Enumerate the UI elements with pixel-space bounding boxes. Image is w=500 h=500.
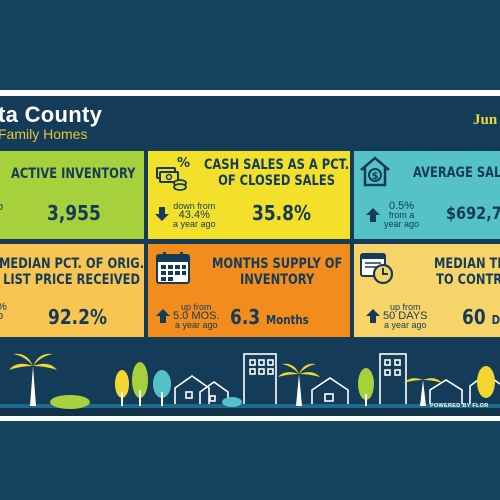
metric-value: 6.3 Months <box>230 305 309 329</box>
metric-value: 60 Da <box>462 305 500 329</box>
tile-months-supply: MONTHS SUPPLY OF INVENTORY up from 5.0 M… <box>148 244 350 337</box>
metric-value: 3,955 <box>47 201 101 225</box>
tile-median-time-to-contract: MEDIAN TIM TO CONTRA up from 50 DAYS a y… <box>354 244 500 337</box>
property-type-subtitle: Family Homes <box>0 126 88 142</box>
tile-label: AVERAGE SALE <box>413 165 500 181</box>
tile-average-sale: $ AVERAGE SALE 0.5% from a year ago $692… <box>354 151 500 239</box>
tile-cash-sales: % CASH SALES AS A PCT. OF CLOSED SALES d… <box>148 151 350 239</box>
money-bills-percent-icon: % <box>156 156 190 191</box>
tile-label: MEDIAN TIM TO CONTRA <box>434 256 500 288</box>
tile-label: MEDIAN PCT. OF ORIG. LIST PRICE RECEIVED <box>0 256 144 288</box>
powered-by-credit: POWERED BY FLOR <box>430 403 489 409</box>
change-text: up from 50 DAYS a year ago <box>383 302 428 330</box>
change-text: o <box>0 201 4 213</box>
calendar-clock-icon <box>360 253 394 285</box>
metric-value: 92.2% <box>48 305 107 329</box>
change-text: up from 5.0 MOS. a year ago <box>173 302 220 330</box>
down-arrow-icon <box>155 207 169 221</box>
house-dollar-icon: $ <box>360 156 390 187</box>
svg-text:%: % <box>177 156 190 171</box>
change-text: 0.5% from a year ago <box>384 200 420 229</box>
tile-label: MONTHS SUPPLY OF INVENTORY <box>212 256 343 288</box>
up-arrow-icon <box>156 309 170 323</box>
tile-label: ACTIVE INVENTORY <box>11 166 136 182</box>
up-arrow-icon <box>366 309 380 323</box>
county-title: ta County <box>0 102 103 127</box>
report-date: Jun <box>473 112 498 128</box>
city-skyline-illustration <box>0 353 500 416</box>
tile-median-pct-list-price: MEDIAN PCT. OF ORIG. LIST PRICE RECEIVED… <box>0 244 144 337</box>
tile-active-inventory: ACTIVE INVENTORY o 3,955 <box>0 151 144 239</box>
change-text: down from 43.4% a year ago <box>173 201 216 229</box>
change-text: % o <box>0 302 7 322</box>
infographic-card: ta County Family Homes Jun ACTIVE INVENT… <box>0 96 500 416</box>
metric-value: 35.8% <box>252 201 311 225</box>
tile-label: CASH SALES AS A PCT. OF CLOSED SALES <box>204 157 350 189</box>
metric-value: $692,7 <box>446 204 500 224</box>
svg-text:$: $ <box>372 171 379 182</box>
up-arrow-icon <box>366 208 380 222</box>
calendar-icon <box>156 252 190 284</box>
